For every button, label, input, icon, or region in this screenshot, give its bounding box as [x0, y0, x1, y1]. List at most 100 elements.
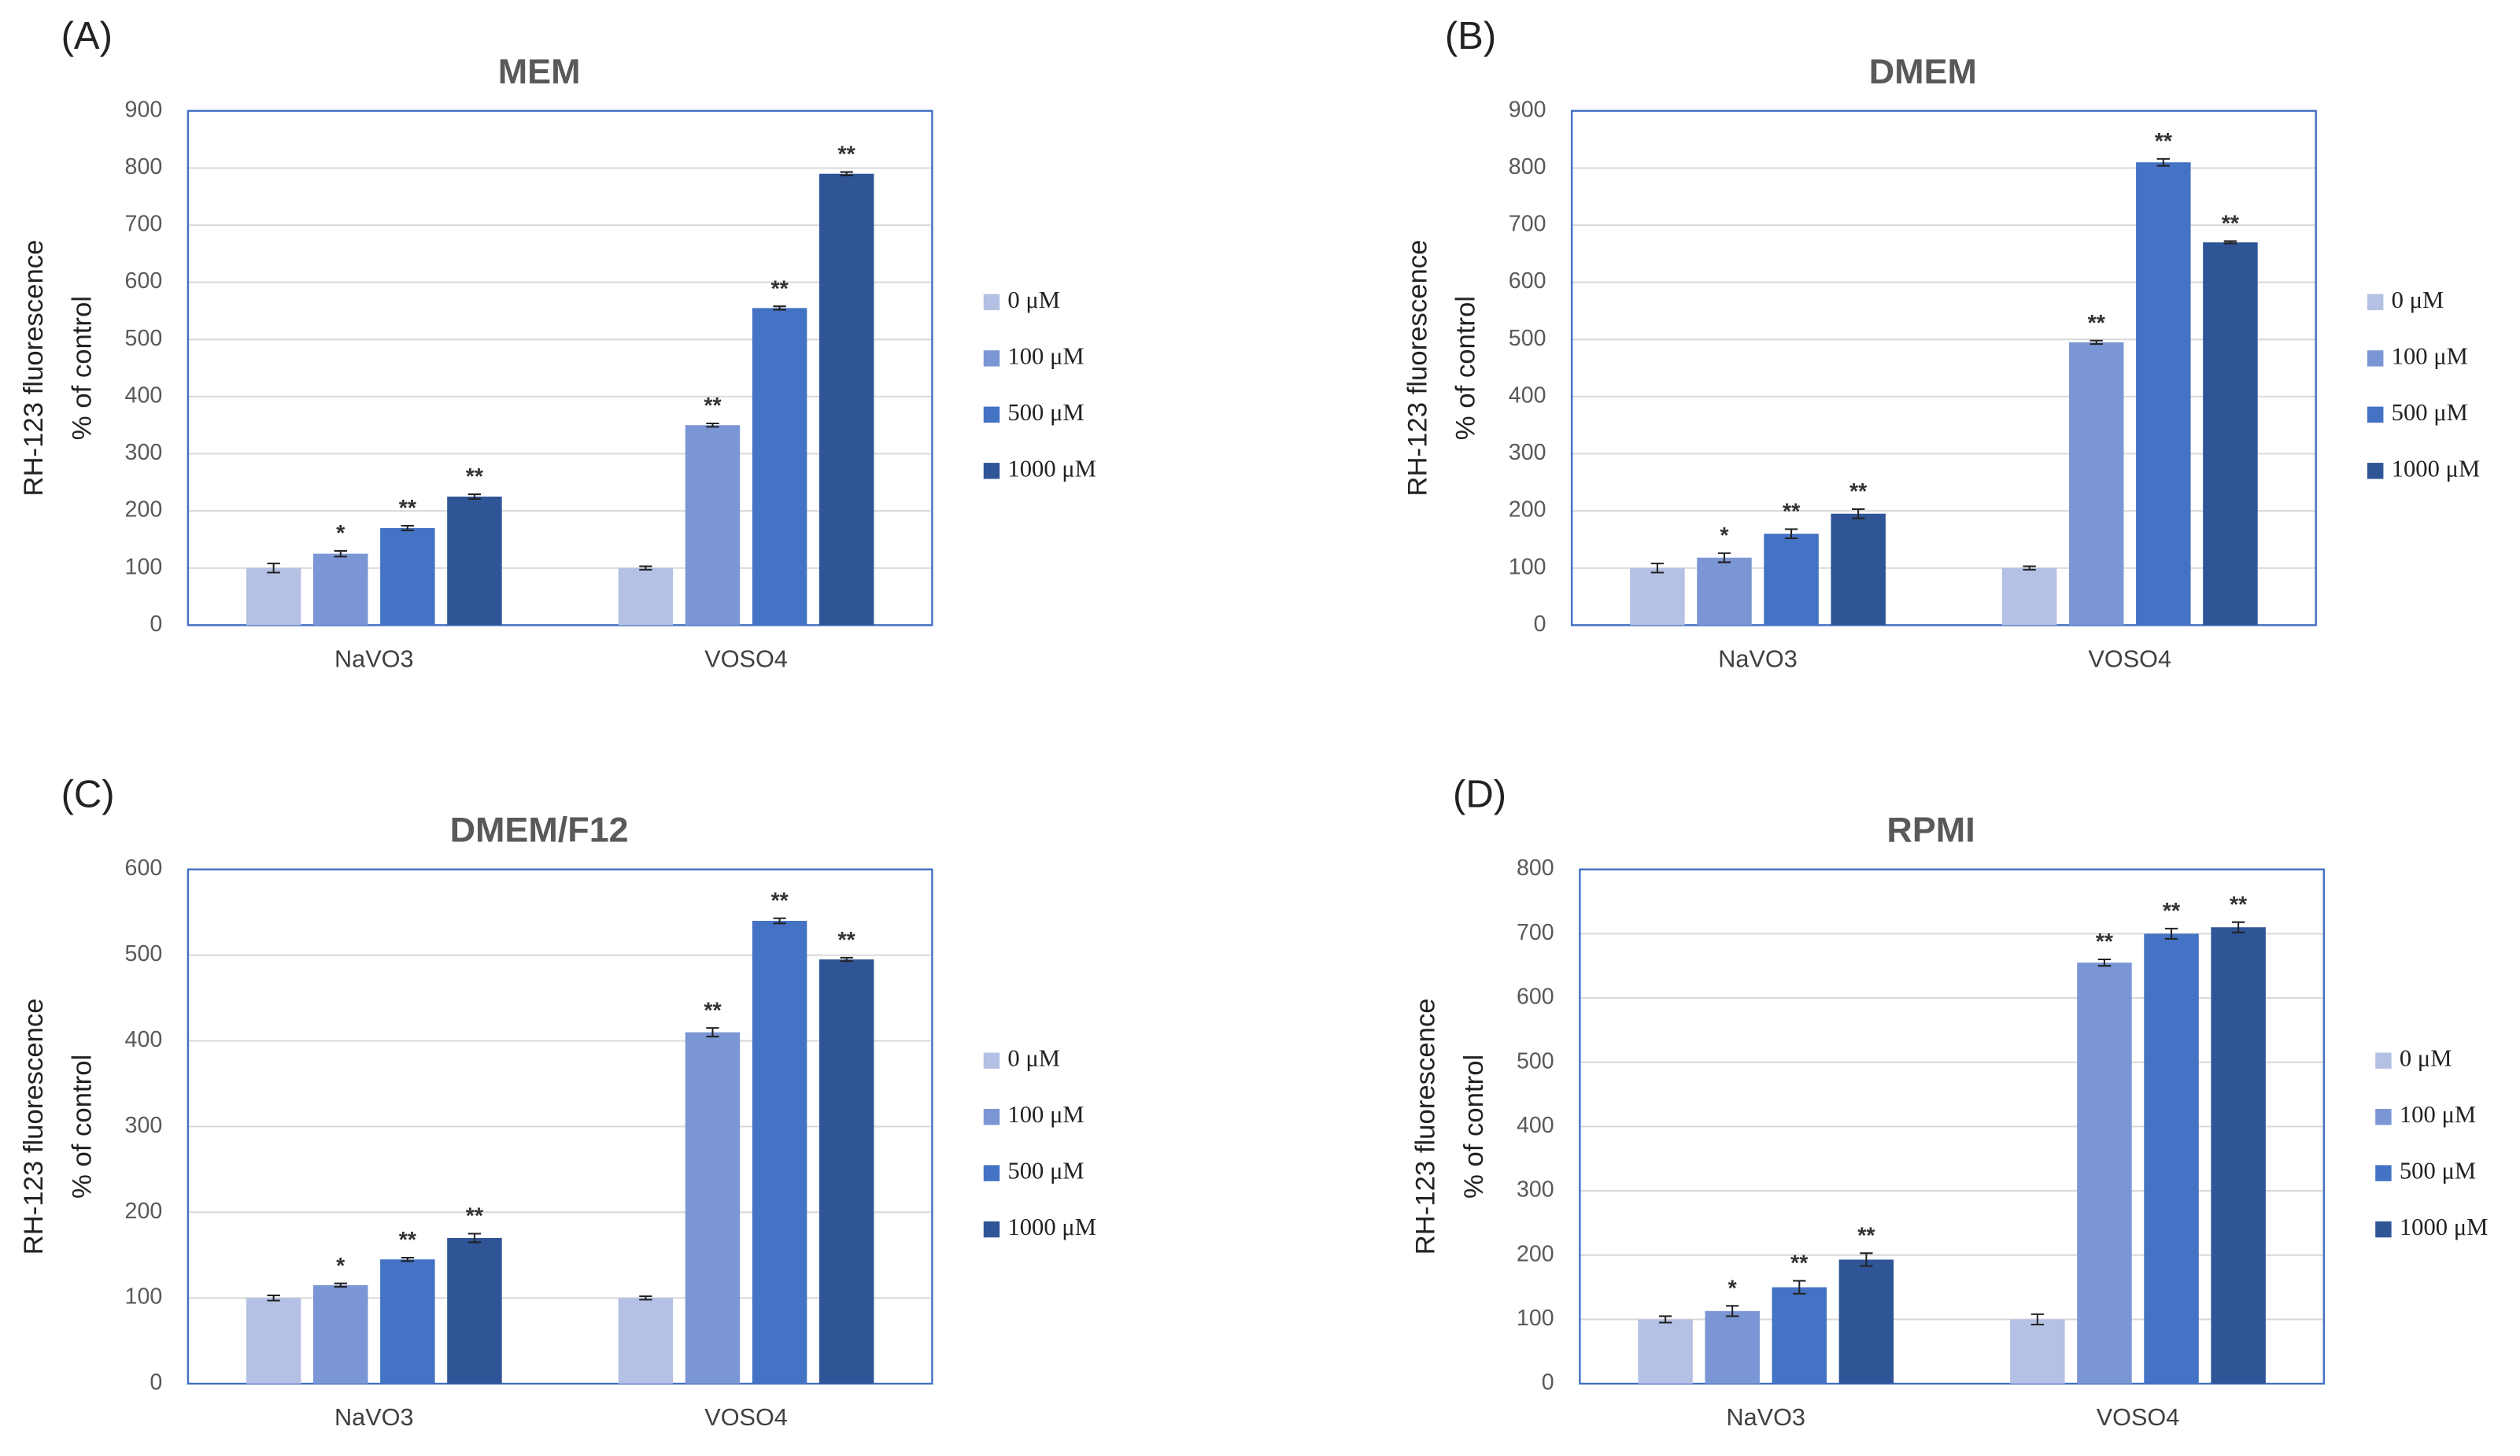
legend-label: 0 μM: [2392, 286, 2444, 313]
y-tick-label: 500: [125, 941, 163, 966]
y-tick-label: 0: [150, 1370, 162, 1395]
bar: [447, 496, 502, 626]
chart-panel: (D) RPMI RH-123 fluorescence % of control 0 1…: [1411, 774, 2489, 1431]
legend-label: 500 μM: [2392, 399, 2468, 426]
significance-marker: **: [2088, 311, 2106, 336]
legend-label: 100 μM: [2400, 1101, 2476, 1128]
y-tick-label: 900: [125, 97, 163, 122]
panel-label: (A): [61, 15, 113, 57]
y-axis-label: RH-123 fluorescence: [19, 998, 49, 1255]
y-tick-label: 800: [125, 154, 163, 179]
x-tick-label: NaVO3: [1718, 645, 1797, 672]
y-tick-label: 200: [125, 1199, 163, 1224]
y-tick-label: 100: [125, 1284, 163, 1310]
significance-marker: **: [704, 998, 722, 1023]
panel-label: (B): [1445, 15, 1496, 57]
bar: [313, 553, 368, 626]
bar: [380, 1259, 435, 1384]
y-tick-label: 300: [1509, 440, 1546, 465]
legend-swatch: [983, 294, 1000, 311]
bar: [2010, 1319, 2065, 1384]
bar: [1772, 1287, 1827, 1384]
bar: [1705, 1310, 1760, 1384]
y-tick-label: 600: [125, 268, 163, 294]
legend-label: 100 μM: [2392, 342, 2468, 369]
significance-marker: **: [2163, 899, 2181, 924]
legend-label: 1000 μM: [2392, 455, 2481, 482]
legend-label: 0 μM: [2400, 1045, 2452, 1072]
legend-label: 0 μM: [1007, 286, 1060, 313]
bar: [818, 173, 874, 626]
bar: [618, 567, 674, 626]
chart-panel: (A) MEM RH-123 fluorescence % of control 0 10…: [19, 15, 1096, 672]
significance-marker: **: [838, 142, 856, 168]
significance-marker: **: [1790, 1251, 1809, 1277]
legend-label: 0 μM: [1007, 1045, 1060, 1072]
significance-marker: **: [2155, 129, 2173, 154]
y-tick-label: 700: [125, 212, 163, 237]
y-tick-label: 500: [125, 326, 163, 351]
legend-swatch: [2367, 406, 2384, 423]
significance-marker: **: [2230, 892, 2248, 918]
y-tick-label: 600: [1517, 985, 1554, 1010]
chart-title: DMEM: [1869, 51, 1977, 91]
bar: [2001, 567, 2057, 626]
y-tick-label: 0: [150, 612, 162, 637]
legend-label: 1000 μM: [1007, 455, 1096, 482]
significance-marker: *: [1720, 523, 1729, 549]
y-axis-label: % of control: [67, 1055, 97, 1199]
significance-marker: **: [399, 496, 417, 521]
y-tick-label: 400: [1509, 382, 1546, 408]
y-tick-label: 700: [1509, 212, 1546, 237]
y-tick-label: 800: [1509, 154, 1546, 179]
bar: [246, 1298, 301, 1384]
y-tick-label: 200: [125, 497, 163, 523]
y-tick-label: 100: [1517, 1306, 1554, 1331]
x-tick-label: NaVO3: [334, 1404, 413, 1431]
chart-title: DMEM/F12: [450, 810, 629, 850]
y-tick-label: 400: [125, 382, 163, 408]
y-tick-label: 900: [1509, 97, 1546, 122]
y-tick-label: 300: [125, 1113, 163, 1138]
bar: [1697, 557, 1752, 626]
legend-label: 500 μM: [1007, 399, 1084, 426]
legend-swatch: [2367, 294, 2384, 311]
bar: [2211, 927, 2266, 1384]
significance-marker: *: [336, 1254, 345, 1279]
legend-label: 100 μM: [1007, 1101, 1084, 1128]
y-tick-label: 500: [1509, 326, 1546, 351]
legend-label: 1000 μM: [1007, 1214, 1096, 1240]
significance-marker: **: [466, 1204, 484, 1229]
bar: [380, 527, 435, 626]
bar: [618, 1298, 674, 1384]
y-tick-label: 300: [1517, 1177, 1554, 1203]
legend-swatch: [983, 350, 1000, 367]
y-axis-label: % of control: [1459, 1055, 1489, 1199]
y-tick-label: 300: [125, 440, 163, 465]
bar: [1838, 1259, 1894, 1384]
significance-marker: **: [704, 394, 722, 419]
y-axis-label: RH-123 fluorescence: [1402, 240, 1432, 497]
significance-marker: **: [1783, 499, 1801, 524]
y-axis-label: RH-123 fluorescence: [19, 240, 49, 497]
bar: [2203, 242, 2258, 626]
legend-swatch: [983, 1165, 1000, 1181]
significance-marker: **: [399, 1228, 417, 1253]
chart-title: RPMI: [1886, 810, 1975, 850]
legend-swatch: [2367, 350, 2384, 367]
significance-marker: *: [336, 521, 345, 546]
plot-frame: [1570, 109, 2317, 626]
legend-swatch: [2375, 1052, 2392, 1069]
x-tick-label: NaVO3: [1727, 1404, 1805, 1431]
y-tick-label: 400: [125, 1027, 163, 1052]
legend-swatch: [983, 1052, 1000, 1069]
bar: [447, 1237, 502, 1384]
plot-frame: [187, 868, 933, 1385]
bar: [246, 567, 301, 626]
panel-label: (C): [61, 774, 115, 816]
bar: [2077, 963, 2132, 1384]
significance-marker: **: [770, 889, 789, 914]
y-tick-label: 500: [1517, 1048, 1554, 1074]
bar: [752, 921, 807, 1384]
